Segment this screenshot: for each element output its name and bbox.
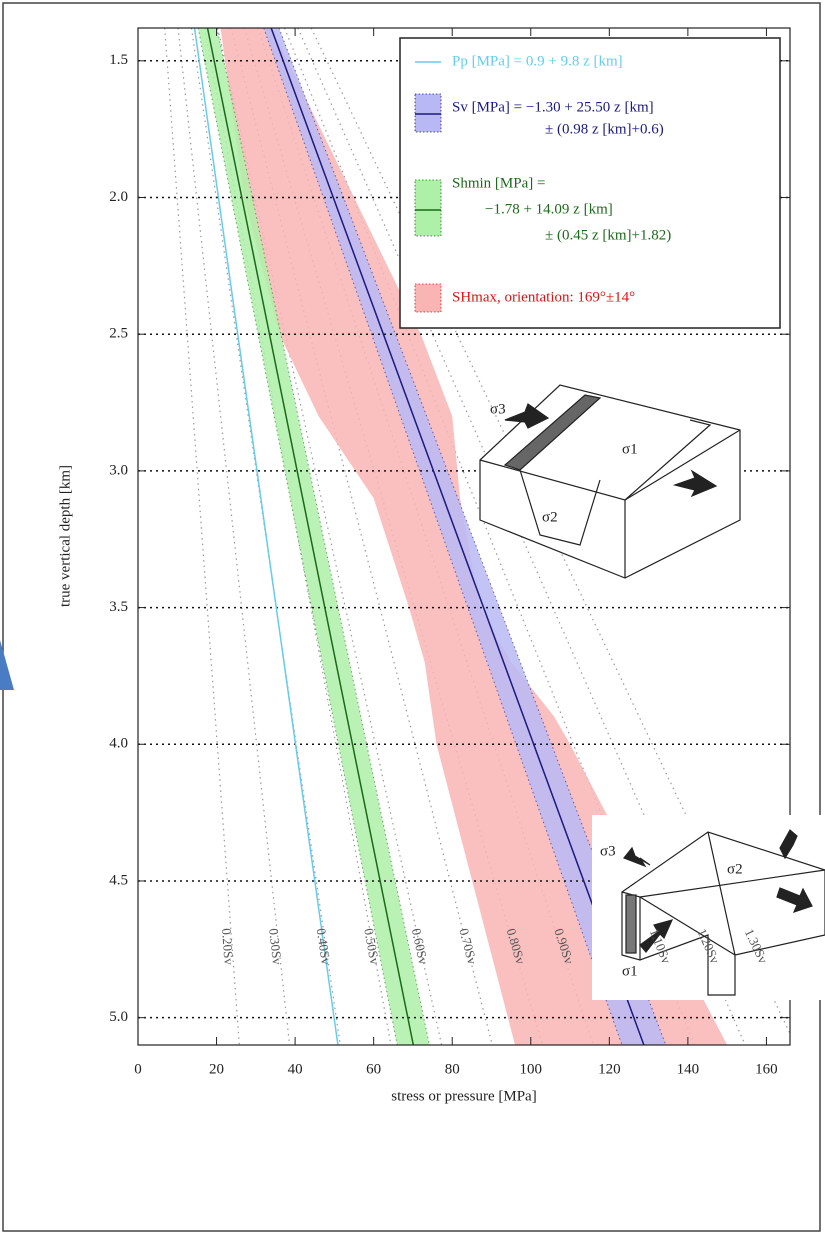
inset-label: σ3 xyxy=(490,401,506,417)
legend: Pp [MPa] = 0.9 + 9.8 z [km] Sv [MPa] = −1… xyxy=(399,37,781,329)
y-tick-label: 3.5 xyxy=(109,599,128,615)
legend-swatch xyxy=(414,93,442,133)
series-line xyxy=(193,28,339,1045)
plot-area xyxy=(138,28,790,1045)
gradient-label: 0.70Sv xyxy=(456,927,480,967)
gradient-label: 0.20Sv xyxy=(219,928,237,966)
x-tick-label: 80 xyxy=(445,1061,460,1077)
gradient-label: 0.30Sv xyxy=(266,928,285,966)
y-tick-label: 4.0 xyxy=(109,736,128,752)
gradient-label: 0.60Sv xyxy=(409,927,432,966)
inset-label: σ2 xyxy=(727,861,743,877)
band-edge xyxy=(197,28,398,1045)
x-tick-label: 140 xyxy=(677,1061,700,1077)
legend-box xyxy=(399,37,781,329)
y-tick-label: 5.0 xyxy=(109,1009,128,1025)
legend-label: ± (0.45 z [km]+1.82) xyxy=(545,227,671,243)
inset-label: σ1 xyxy=(622,441,638,457)
y-tick-label: 4.5 xyxy=(109,872,128,888)
legend-label: −1.78 + 14.09 z [km] xyxy=(485,201,613,217)
x-tick-label: 40 xyxy=(288,1061,303,1077)
gradient-line xyxy=(177,28,291,1045)
inset-label: σ2 xyxy=(542,509,558,525)
band xyxy=(198,28,430,1045)
gradient-label: 0.50Sv xyxy=(361,927,382,966)
x-tick-label: 100 xyxy=(520,1061,543,1077)
gradient-line xyxy=(230,28,493,1045)
x-tick-label: 160 xyxy=(755,1061,778,1077)
fault-diagram-strike-slip xyxy=(592,815,825,1000)
fault-diagram-normal xyxy=(479,384,741,579)
y-axis-label: true vertical depth [km] xyxy=(57,465,73,607)
inset-label: σ3 xyxy=(600,843,616,859)
x-tick-label: 120 xyxy=(598,1061,621,1077)
y-tick-label: 1.5 xyxy=(109,52,128,68)
y-tick-label: 2.0 xyxy=(109,189,128,205)
series-line xyxy=(206,28,415,1045)
legend-label: Sv [MPa] = −1.30 + 25.50 z [km] xyxy=(452,99,654,115)
x-tick-label: 20 xyxy=(209,1061,224,1077)
x-tick-label: 0 xyxy=(134,1061,142,1077)
legend-label: Pp [MPa] = 0.9 + 9.8 z [km] xyxy=(452,53,623,69)
decor-arrow xyxy=(0,640,14,690)
series-line xyxy=(270,28,645,1045)
legend-swatch xyxy=(414,179,442,237)
inset-label: σ1 xyxy=(622,963,638,979)
x-tick-label: 60 xyxy=(366,1061,381,1077)
y-tick-label: 2.5 xyxy=(109,326,128,342)
legend-label: Shmin [MPa] = xyxy=(452,175,545,191)
legend-label: SHmax, orientation: 169°±14° xyxy=(452,289,635,305)
axes: 1.5 2.0 2.5 3.0 3.5 4.0 4.5 5.0 0 20 40 60 80 100 120 1… xyxy=(109,28,790,1077)
legend-swatch xyxy=(414,283,442,313)
band xyxy=(220,28,728,1045)
axes-frame xyxy=(137,27,791,1046)
gradient-label: 0.40Sv xyxy=(314,927,334,966)
y-tick-label: 3.0 xyxy=(109,462,128,478)
legend-label: ± (0.98 z [km]+0.6) xyxy=(545,121,664,137)
x-axis-label: stress or pressure [MPa] xyxy=(391,1088,536,1104)
